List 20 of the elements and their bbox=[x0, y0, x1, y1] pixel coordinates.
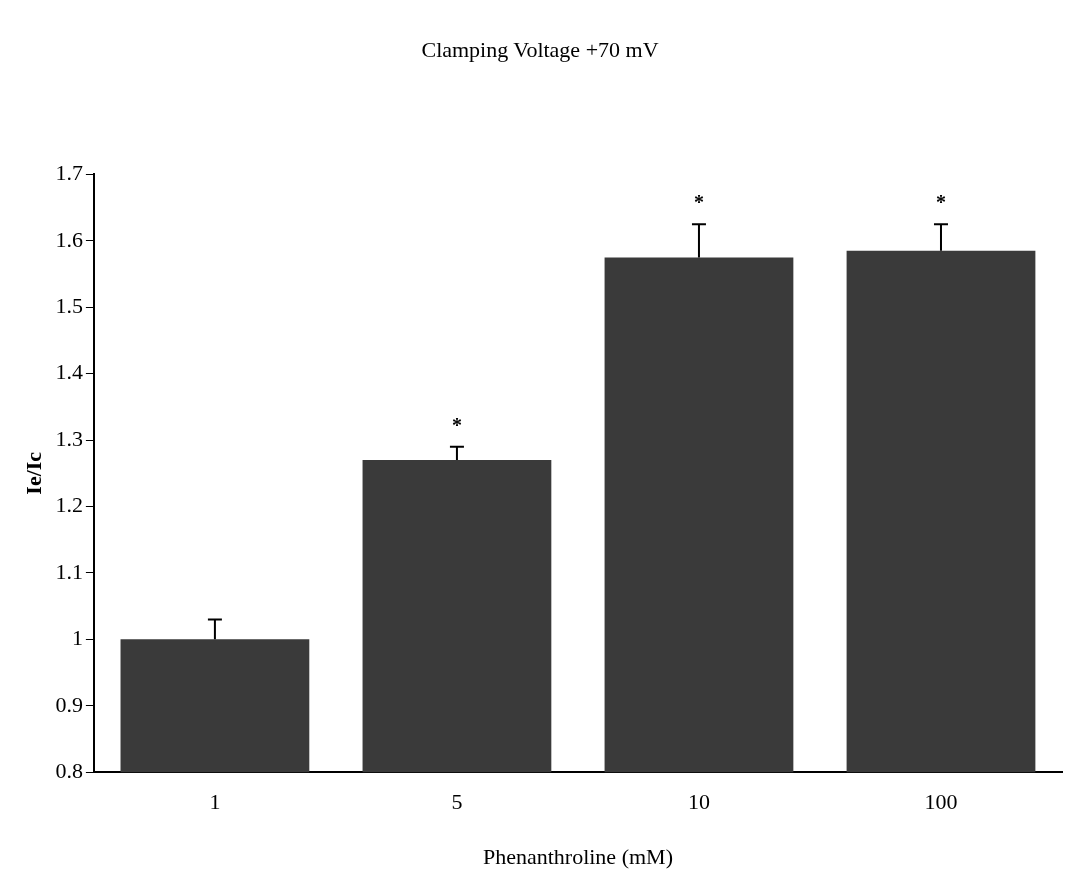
y-tick-label: 1.7 bbox=[55, 160, 83, 186]
y-tick-label: 1.6 bbox=[55, 226, 83, 252]
y-tick-label: 1.3 bbox=[55, 425, 83, 451]
annotation: * bbox=[935, 191, 946, 214]
y-tick-label: 1 bbox=[71, 625, 83, 651]
y-tick-label: 1.2 bbox=[55, 492, 83, 518]
y-tick-label: 0.9 bbox=[55, 691, 83, 717]
y-axis-title: Ie/Ic bbox=[20, 451, 46, 495]
y-tick-label: 1.5 bbox=[55, 293, 83, 319]
chart-title: Clamping Voltage +70 mV bbox=[421, 36, 659, 62]
x-axis-title: Phenanthroline (mM) bbox=[482, 843, 673, 869]
y-tick-label: 1.4 bbox=[55, 359, 83, 385]
x-tick-label: 100 bbox=[924, 789, 958, 815]
y-tick-label: 1.1 bbox=[55, 558, 83, 584]
x-tick-label: 1 bbox=[209, 789, 221, 815]
annotation: * bbox=[451, 413, 462, 436]
x-tick-label: 5 bbox=[451, 789, 463, 815]
y-tick-label: 0.8 bbox=[55, 757, 83, 783]
annotation: * bbox=[693, 191, 704, 214]
x-tick-label: 10 bbox=[687, 789, 710, 815]
